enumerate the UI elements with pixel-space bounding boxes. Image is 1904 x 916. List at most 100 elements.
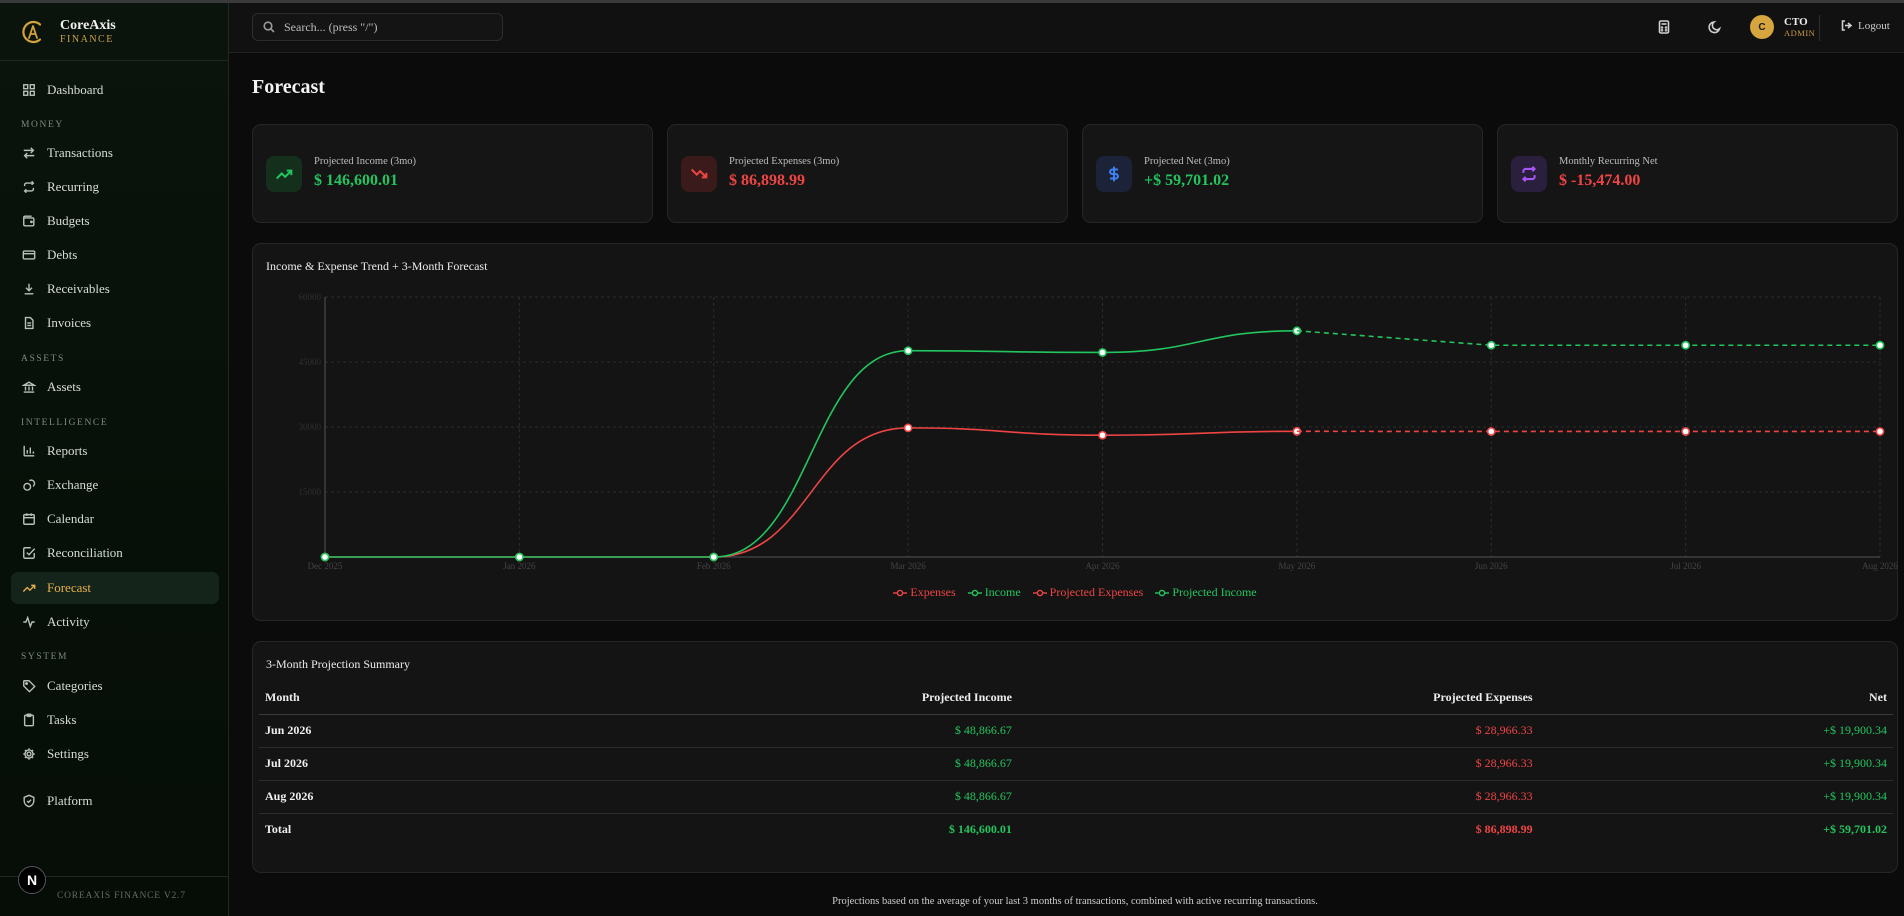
legend-label: Expenses bbox=[910, 585, 956, 599]
sidebar-item-label: Exchange bbox=[47, 477, 99, 492]
sidebar-item-settings[interactable]: Settings bbox=[11, 738, 219, 770]
sidebar-item-label: Dashboard bbox=[47, 82, 104, 97]
legend-item-projected-expenses[interactable]: Projected Expenses bbox=[1032, 585, 1143, 600]
bar-chart-icon bbox=[23, 445, 35, 457]
legend-marker-icon bbox=[1032, 589, 1047, 596]
sidebar-item-reconciliation[interactable]: Reconciliation bbox=[11, 537, 219, 569]
app-version: COREAXIS FINANCE V2.7 bbox=[57, 891, 186, 901]
cell-expenses: $ 28,966.33 bbox=[1017, 747, 1539, 781]
brand[interactable]: CoreAxis FINANCE bbox=[0, 3, 228, 61]
y-tick-label: 60000 bbox=[299, 292, 322, 302]
sidebar-item-categories[interactable]: Categories bbox=[11, 670, 219, 702]
chart-legend: Expenses Income Projected Expenses Projecte… bbox=[253, 585, 1897, 600]
sidebar-item-label: Transactions bbox=[47, 145, 113, 160]
sidebar: CoreAxis FINANCE Dashboard Transactions Re… bbox=[0, 3, 229, 916]
data-point-income bbox=[514, 552, 524, 562]
top-header: C CTO ADMIN Logout bbox=[229, 3, 1904, 53]
table-row: Jul 2026 $ 48,866.67 $ 28,966.33 +$ 19,900.… bbox=[259, 747, 1893, 781]
sidebar-item-assets[interactable]: Assets bbox=[11, 371, 219, 403]
repeat-icon bbox=[23, 180, 35, 194]
col-projected-expenses: Projected Expenses bbox=[1017, 682, 1539, 715]
header-divider bbox=[1819, 15, 1820, 41]
col-net: Net bbox=[1538, 682, 1893, 715]
trend-up-icon bbox=[22, 584, 36, 592]
y-tick-label: 15000 bbox=[299, 487, 322, 497]
card-label: Projected Net (3mo) bbox=[1144, 156, 1230, 167]
logout-button[interactable]: Logout bbox=[1840, 19, 1890, 32]
document-icon bbox=[24, 316, 34, 330]
sidebar-item-calendar[interactable]: Calendar bbox=[11, 503, 219, 535]
check-square-icon bbox=[23, 547, 36, 559]
sidebar-item-label: Calendar bbox=[47, 511, 94, 526]
cell-income: $ 48,866.67 bbox=[540, 747, 1018, 781]
sidebar-item-invoices[interactable]: Invoices bbox=[11, 307, 219, 339]
sidebar-item-receivables[interactable]: Receivables bbox=[11, 273, 219, 305]
card-label: Projected Income (3mo) bbox=[314, 156, 417, 167]
search-box[interactable] bbox=[252, 13, 503, 41]
calendar-icon bbox=[23, 513, 35, 525]
sidebar-item-transactions[interactable]: Transactions bbox=[11, 137, 219, 169]
x-tick-label: Jan 2026 bbox=[503, 561, 536, 571]
search-icon bbox=[263, 21, 275, 33]
tag-icon bbox=[23, 680, 36, 693]
data-point-income bbox=[320, 552, 330, 562]
clipboard-icon bbox=[23, 713, 35, 727]
brand-subtitle: FINANCE bbox=[60, 33, 114, 45]
user-name: CTO bbox=[1784, 16, 1808, 28]
calculator-icon[interactable] bbox=[1656, 19, 1672, 35]
shield-icon bbox=[23, 794, 35, 808]
cell-net: +$ 19,900.34 bbox=[1538, 747, 1893, 781]
cell-income: $ 146,600.01 bbox=[948, 822, 1012, 837]
x-tick-label: Dec 2025 bbox=[308, 561, 343, 571]
sidebar-item-label: Recurring bbox=[47, 179, 99, 194]
sidebar-section-assets: ASSETS bbox=[21, 354, 65, 364]
y-tick-label: 30000 bbox=[299, 422, 322, 432]
legend-item-projected-income[interactable]: Projected Income bbox=[1155, 585, 1257, 600]
coins-icon bbox=[23, 479, 36, 491]
sidebar-item-platform[interactable]: Platform bbox=[11, 785, 219, 817]
y-tick-label: 45000 bbox=[299, 357, 322, 367]
sidebar-item-budgets[interactable]: Budgets bbox=[11, 205, 219, 237]
sidebar-item-label: Assets bbox=[47, 379, 81, 394]
sidebar-item-label: Forecast bbox=[47, 580, 92, 595]
stat-card-3: Projected Net (3mo) +$ 59,701.02 bbox=[1082, 124, 1483, 223]
legend-item-income[interactable]: Income bbox=[967, 585, 1021, 600]
repeat-icon bbox=[1521, 165, 1537, 183]
cell-expenses: $ 28,966.33 bbox=[1017, 714, 1539, 748]
data-point-projected-income bbox=[1486, 340, 1496, 350]
user-avatar[interactable]: C bbox=[1750, 15, 1774, 39]
data-point-projected-expenses bbox=[1486, 427, 1496, 436]
legend-marker-icon bbox=[967, 589, 982, 596]
sidebar-item-reports[interactable]: Reports bbox=[11, 435, 219, 467]
sidebar-item-dashboard[interactable]: Dashboard bbox=[11, 74, 219, 106]
sidebar-item-tasks[interactable]: Tasks bbox=[11, 704, 219, 736]
sidebar-item-label: Debts bbox=[47, 247, 78, 262]
cell-net: +$ 19,900.34 bbox=[1538, 780, 1893, 814]
sidebar-item-forecast[interactable]: Forecast bbox=[11, 572, 219, 604]
sidebar-item-recurring[interactable]: Recurring bbox=[11, 171, 219, 203]
sidebar-item-activity[interactable]: Activity bbox=[11, 606, 219, 638]
sidebar-section-money: MONEY bbox=[21, 120, 64, 130]
legend-item-expenses[interactable]: Expenses bbox=[893, 585, 956, 600]
projection-footnote: Projections based on the average of your… bbox=[832, 896, 1318, 907]
data-point-projected-expenses bbox=[1875, 427, 1885, 436]
sidebar-item-label: Platform bbox=[47, 793, 93, 808]
sidebar-item-label: Tasks bbox=[47, 712, 77, 727]
sidebar-item-label: Settings bbox=[47, 746, 89, 761]
x-tick-label: Apr 2026 bbox=[1085, 561, 1120, 571]
sidebar-item-label: Categories bbox=[47, 678, 103, 693]
credit-card-icon bbox=[22, 250, 36, 260]
sidebar-item-debts[interactable]: Debts bbox=[11, 239, 219, 271]
chart-title: Income & Expense Trend + 3-Month Forecas… bbox=[266, 259, 488, 273]
sidebar-item-exchange[interactable]: Exchange bbox=[11, 469, 219, 501]
search-input[interactable] bbox=[284, 19, 494, 35]
sidebar-item-label: Reports bbox=[47, 443, 88, 458]
card-icon-box bbox=[1096, 156, 1132, 192]
moon-icon[interactable] bbox=[1707, 19, 1723, 35]
sidebar-section-intelligence: INTELLIGENCE bbox=[21, 418, 109, 428]
n-badge[interactable]: N bbox=[18, 866, 46, 894]
bank-icon bbox=[22, 381, 36, 393]
logout-icon bbox=[1841, 20, 1853, 31]
col-month: Month bbox=[259, 682, 541, 715]
arrows-swap-icon bbox=[23, 147, 35, 159]
